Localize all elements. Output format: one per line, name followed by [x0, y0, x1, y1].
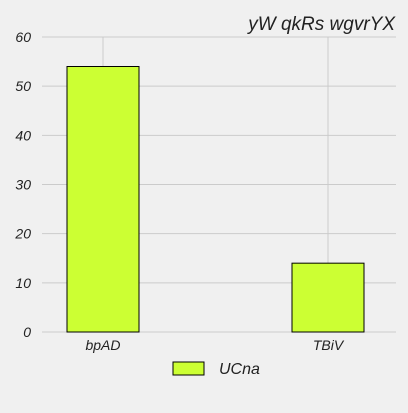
legend: UCna: [172, 361, 260, 378]
y-tick-label: 30: [15, 177, 31, 193]
y-tick-labels: 0 10 20 30 40 50 60: [14, 29, 31, 340]
legend-swatch: [172, 361, 205, 376]
x-tick-label: TBiV: [313, 337, 345, 353]
y-tick-label: 60: [15, 29, 31, 45]
legend-label: UCna: [219, 361, 260, 378]
bar-TBiV: [291, 262, 365, 333]
y-tick-label: 40: [15, 127, 31, 143]
x-tick-label: bpAD: [85, 337, 120, 353]
y-tick-label: 50: [15, 78, 31, 94]
x-tick-labels: bpAD TBiV: [85, 337, 344, 353]
chart-title: yW qkRs wgvrYX: [246, 14, 396, 35]
y-tick-label: 10: [15, 275, 31, 291]
bars: [66, 66, 365, 333]
y-tick-label: 20: [14, 226, 31, 242]
y-tick-label: 0: [23, 324, 31, 340]
bar-bpAD: [66, 66, 140, 333]
